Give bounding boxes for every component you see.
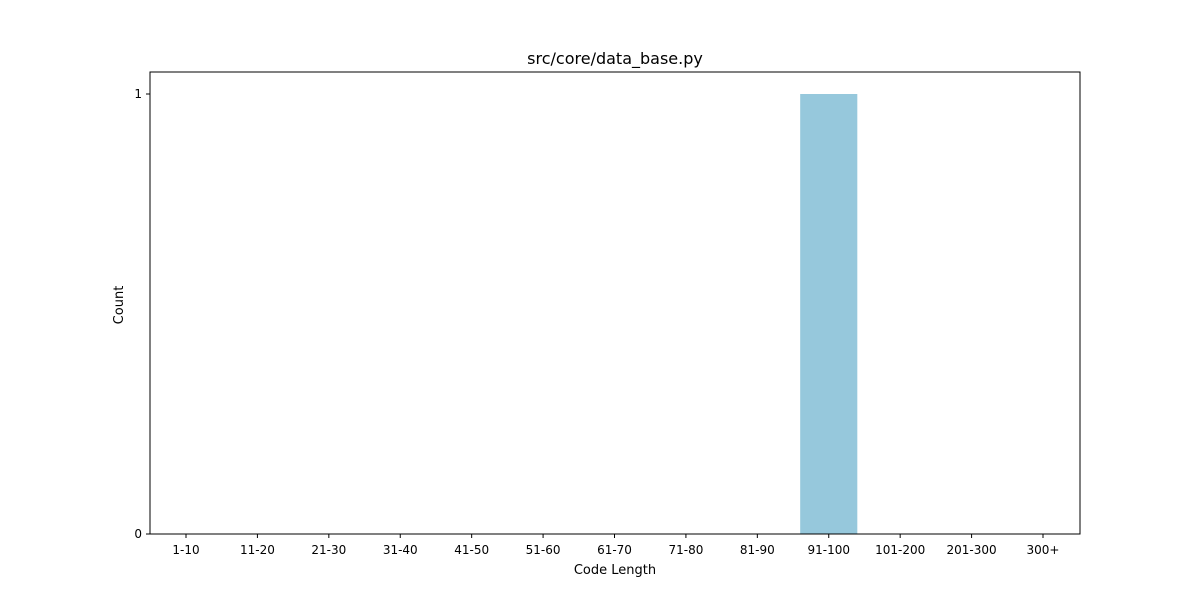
x-axis: 1-10 11-20 21-30 31-40 41-50 51-60 61-70 71-80 8…: [172, 534, 1059, 557]
x-tick-label: 61-70: [597, 543, 632, 557]
x-tick-label: 91-100: [807, 543, 850, 557]
bar-91-100: [800, 94, 858, 534]
x-tick-label: 71-80: [668, 543, 703, 557]
x-tick-label: 1-10: [172, 543, 199, 557]
y-axis: 01: [134, 87, 150, 541]
y-tick-label: 1: [134, 87, 142, 101]
x-axis-label: Code Length: [574, 563, 656, 578]
x-tick-label: 101-200: [875, 543, 925, 557]
y-tick-label: 0: [134, 527, 142, 541]
x-tick-label: 21-30: [311, 543, 346, 557]
x-tick-label: 41-50: [454, 543, 489, 557]
x-tick-label: 51-60: [526, 543, 561, 557]
x-tick-label: 300+: [1027, 543, 1060, 557]
bars-group: [800, 94, 858, 534]
x-tick-label: 31-40: [383, 543, 418, 557]
x-tick-label: 201-300: [947, 543, 997, 557]
x-tick-label: 11-20: [240, 543, 275, 557]
plot-frame: [149, 71, 1081, 535]
x-tick-label: 81-90: [740, 543, 775, 557]
chart-title: src/core/data_base.py: [527, 49, 703, 69]
y-axis-label: Count: [112, 286, 127, 325]
